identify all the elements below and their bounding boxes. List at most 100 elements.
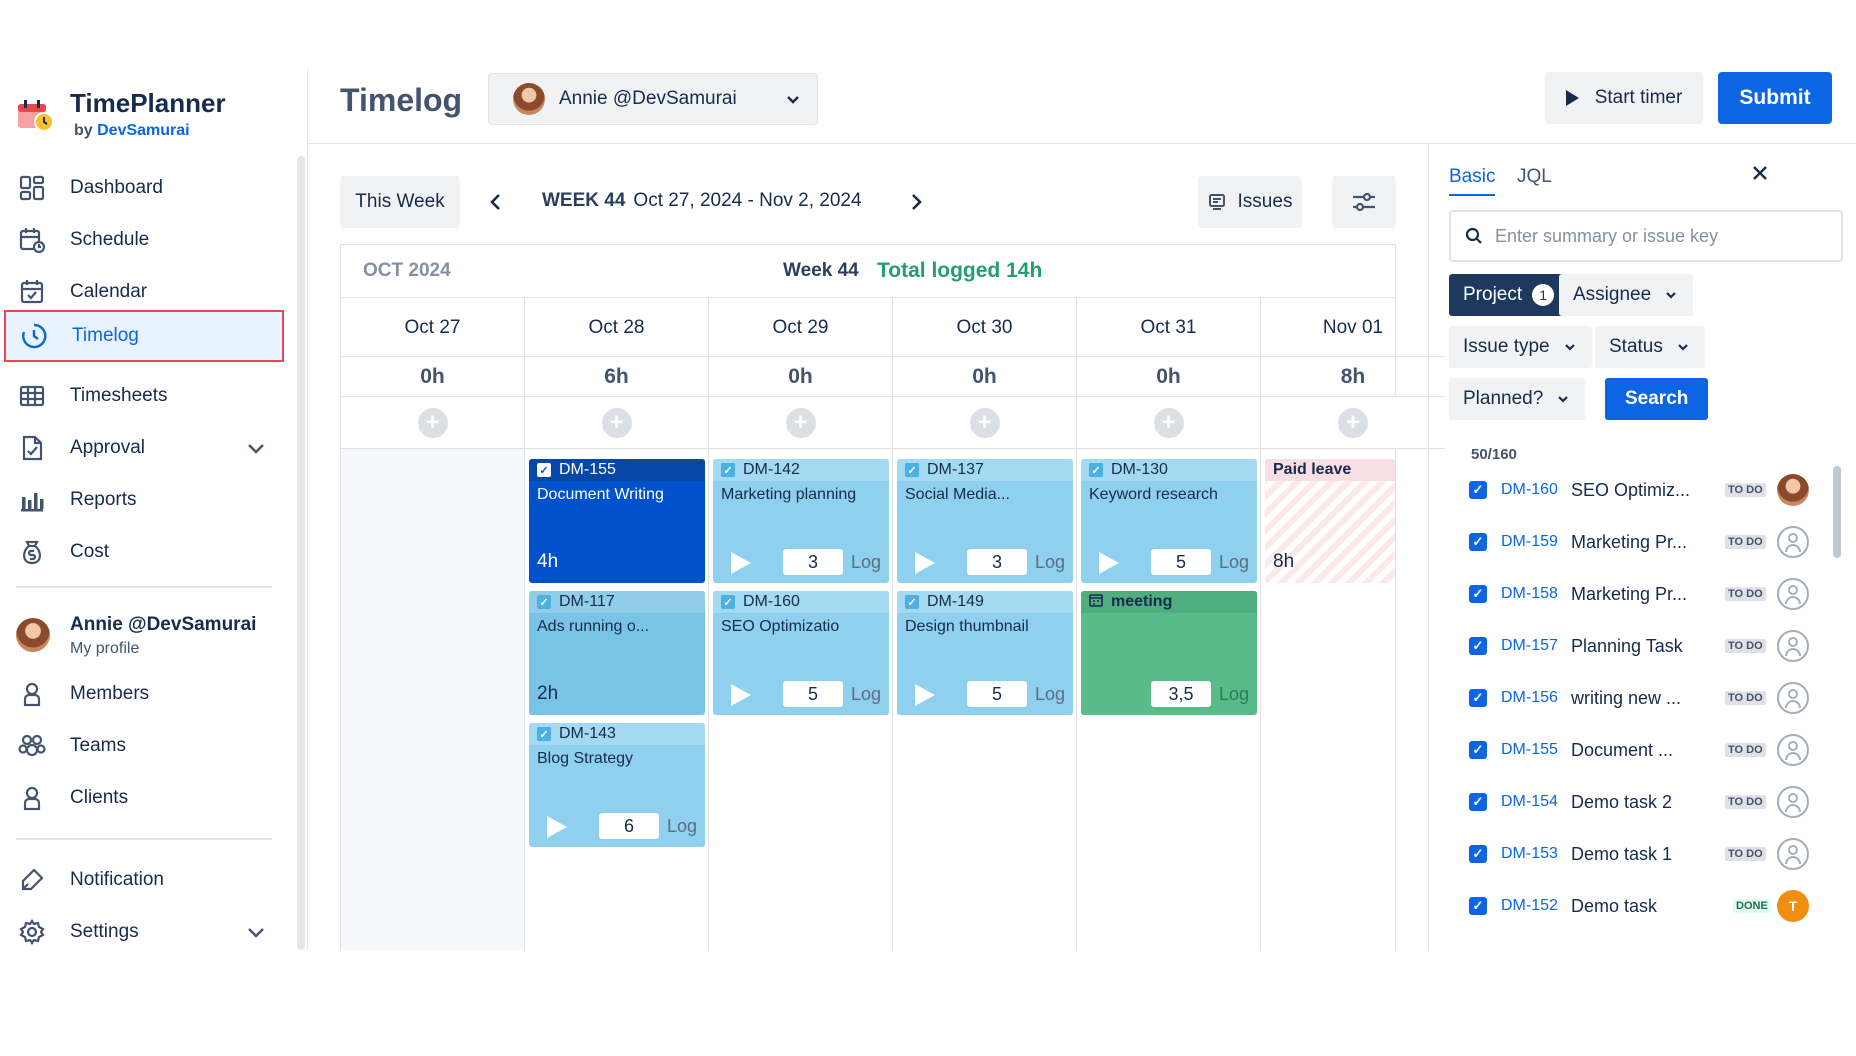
checkbox[interactable]: ✓ xyxy=(1469,741,1487,759)
list-item[interactable]: ✓ DM-153 Demo task 1 TO DO xyxy=(1469,832,1813,876)
log-button[interactable]: Log xyxy=(1034,552,1065,572)
user-select[interactable]: Annie @DevSamurai xyxy=(488,73,818,125)
checkbox[interactable]: ✓ xyxy=(1469,689,1487,707)
sidebar-item-members[interactable]: Members xyxy=(4,668,284,720)
planned-filter-button[interactable]: Planned? xyxy=(1449,378,1586,420)
issue-key[interactable]: DM-152 xyxy=(1501,897,1558,914)
issue-key[interactable]: DM-157 xyxy=(1501,637,1558,654)
sidebar-scrollbar[interactable] xyxy=(297,156,305,950)
meeting-card[interactable]: meeting 3,5 Log xyxy=(1081,591,1257,715)
close-icon[interactable] xyxy=(1749,162,1771,184)
issue-key[interactable]: DM-160 xyxy=(1501,481,1558,498)
status-filter-button[interactable]: Status xyxy=(1595,326,1705,368)
sidebar-item-clients[interactable]: Clients xyxy=(4,772,284,824)
planned-card[interactable]: ✓ DM-149 Design thumbnail 5 Log xyxy=(897,591,1073,715)
planned-card[interactable]: ✓ DM-160 SEO Optimizatio 5 Log xyxy=(713,591,889,715)
chevron-right-icon[interactable] xyxy=(904,190,928,214)
log-button[interactable]: Log xyxy=(850,552,881,572)
filter-settings-button[interactable] xyxy=(1332,176,1396,228)
assignee-filter-button[interactable]: Assignee xyxy=(1559,274,1694,316)
start-timer-button[interactable]: Start timer xyxy=(1545,72,1703,124)
play-icon[interactable] xyxy=(731,552,751,574)
sidebar-item-approval[interactable]: Approval xyxy=(4,422,284,474)
hours-input[interactable]: 3 xyxy=(967,549,1027,575)
checkbox[interactable]: ✓ xyxy=(1469,637,1487,655)
issue-key[interactable]: DM-153 xyxy=(1501,845,1558,862)
checkbox[interactable]: ✓ xyxy=(1469,481,1487,499)
sidebar-item-notification[interactable]: Notification xyxy=(4,854,284,906)
sidebar-item-settings[interactable]: Settings xyxy=(4,906,284,950)
sidebar-item-cost[interactable]: Cost xyxy=(4,526,284,578)
tab-jql[interactable]: JQL xyxy=(1517,166,1552,187)
log-button[interactable]: Log xyxy=(666,816,697,836)
planned-card[interactable]: ✓ DM-142 Marketing planning 3 Log xyxy=(713,459,889,583)
panel-scrollbar[interactable] xyxy=(1833,466,1841,558)
search-button[interactable]: Search xyxy=(1605,378,1709,420)
avatar[interactable] xyxy=(16,618,50,652)
add-icon[interactable]: + xyxy=(969,407,1000,438)
list-item[interactable]: ✓ DM-158 Marketing Pr... TO DO xyxy=(1469,572,1813,616)
planned-card[interactable]: ✓ DM-130 Keyword research 5 Log xyxy=(1081,459,1257,583)
issues-button[interactable]: Issues xyxy=(1198,176,1302,228)
sidebar-item-calendar[interactable]: Calendar xyxy=(4,266,284,318)
issue-key[interactable]: DM-158 xyxy=(1501,585,1558,602)
add-icon[interactable]: + xyxy=(785,407,816,438)
issue-key[interactable]: DM-159 xyxy=(1501,533,1558,550)
project-filter-button[interactable]: Project 1 xyxy=(1449,274,1569,316)
tab-basic[interactable]: Basic xyxy=(1449,166,1496,196)
sidebar-item-reports[interactable]: Reports xyxy=(4,474,284,526)
list-item[interactable]: ✓ DM-157 Planning Task TO DO xyxy=(1469,624,1813,668)
add-icon[interactable]: + xyxy=(1338,407,1368,438)
list-item[interactable]: ✓ DM-154 Demo task 2 TO DO xyxy=(1469,780,1813,824)
sidebar-item-schedule[interactable]: Schedule xyxy=(4,214,284,266)
this-week-button[interactable]: This Week xyxy=(340,176,460,228)
play-icon[interactable] xyxy=(547,816,567,838)
sidebar-item-dashboard[interactable]: Dashboard xyxy=(4,162,284,214)
log-button[interactable]: Log xyxy=(1034,684,1065,704)
sidebar-item-teams[interactable]: Teams xyxy=(4,720,284,772)
checkbox[interactable]: ✓ xyxy=(1469,533,1487,551)
play-icon[interactable] xyxy=(915,552,935,574)
hours-input[interactable]: 6 xyxy=(599,813,659,839)
hours-input[interactable]: 5 xyxy=(1151,549,1211,575)
issue-type-filter-button[interactable]: Issue type xyxy=(1449,326,1592,368)
submit-button[interactable]: Submit xyxy=(1718,72,1832,124)
chevron-down-icon[interactable] xyxy=(244,436,268,460)
hours-input[interactable]: 5 xyxy=(783,681,843,707)
paid-leave-card[interactable]: Paid leave 8h xyxy=(1265,459,1395,583)
checkbox[interactable]: ✓ xyxy=(1469,793,1487,811)
checkbox[interactable]: ✓ xyxy=(1469,845,1487,863)
profile-link[interactable]: My profile xyxy=(70,640,140,657)
checkbox[interactable]: ✓ xyxy=(1469,585,1487,603)
issue-key[interactable]: DM-154 xyxy=(1501,793,1558,810)
log-button[interactable]: Log xyxy=(1218,552,1249,572)
list-item[interactable]: ✓ DM-152 Demo task DONE T xyxy=(1469,884,1813,928)
add-icon[interactable]: + xyxy=(601,407,632,438)
worklog-card[interactable]: ✓ DM-117 Ads running o... 2h xyxy=(529,591,705,715)
play-icon[interactable] xyxy=(915,684,935,706)
list-item[interactable]: ✓ DM-156 writing new ... TO DO xyxy=(1469,676,1813,720)
log-button[interactable]: Log xyxy=(1218,684,1249,704)
chevron-down-icon[interactable] xyxy=(244,920,268,944)
planned-card[interactable]: ✓ DM-143 Blog Strategy 6 Log xyxy=(529,723,705,847)
issue-key[interactable]: DM-156 xyxy=(1501,689,1558,706)
list-item[interactable]: ✓ DM-155 Document ... TO DO xyxy=(1469,728,1813,772)
list-item[interactable]: ✓ DM-159 Marketing Pr... TO DO xyxy=(1469,520,1813,564)
checkbox[interactable]: ✓ xyxy=(1469,897,1487,915)
worklog-card[interactable]: ✓ DM-155 Document Writing 4h xyxy=(529,459,705,583)
add-icon[interactable]: + xyxy=(1153,407,1184,438)
hours-input[interactable]: 3,5 xyxy=(1151,681,1211,707)
search-input[interactable]: Enter summary or issue key xyxy=(1449,210,1843,262)
planned-card[interactable]: ✓ DM-137 Social Media... 3 Log xyxy=(897,459,1073,583)
sidebar-item-timelog[interactable]: Timelog xyxy=(4,310,284,362)
hours-input[interactable]: 5 xyxy=(967,681,1027,707)
play-icon[interactable] xyxy=(731,684,751,706)
hours-input[interactable]: 3 xyxy=(783,549,843,575)
log-button[interactable]: Log xyxy=(850,684,881,704)
play-icon[interactable] xyxy=(1099,552,1119,574)
issue-key[interactable]: DM-155 xyxy=(1501,741,1558,758)
sidebar-item-timesheets[interactable]: Timesheets xyxy=(4,370,284,422)
list-item[interactable]: ✓ DM-160 SEO Optimiz... TO DO xyxy=(1469,468,1813,512)
profile-name[interactable]: Annie @DevSamurai xyxy=(70,614,257,635)
chevron-left-icon[interactable] xyxy=(484,190,508,214)
